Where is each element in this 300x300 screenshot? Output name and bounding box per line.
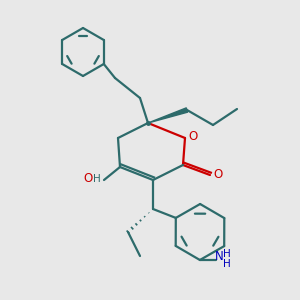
Text: H: H <box>223 259 231 269</box>
Text: O: O <box>188 130 198 143</box>
Text: O: O <box>83 172 93 185</box>
Text: O: O <box>213 167 223 181</box>
Polygon shape <box>148 108 188 123</box>
Text: N: N <box>214 250 223 263</box>
Text: H: H <box>223 249 231 259</box>
Text: H: H <box>93 174 101 184</box>
